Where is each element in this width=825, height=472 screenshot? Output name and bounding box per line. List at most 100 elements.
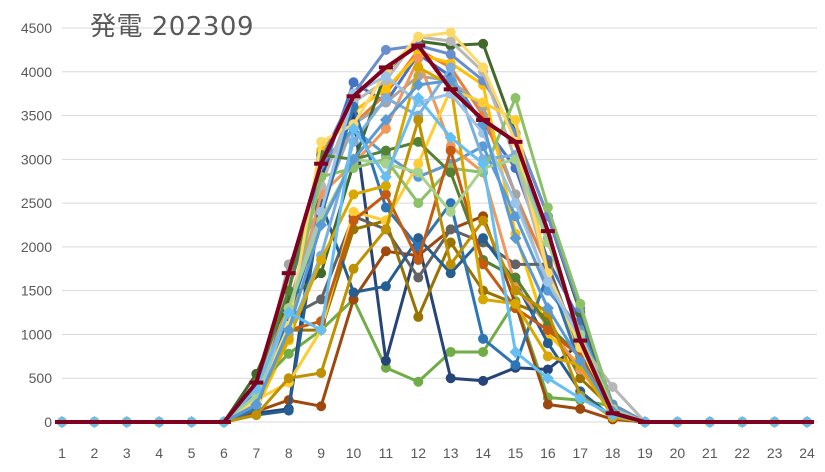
data-point (575, 403, 586, 414)
data-point (250, 398, 263, 411)
data-point (510, 198, 521, 209)
data-point (735, 420, 750, 424)
data-point (316, 294, 327, 305)
data-point (413, 158, 424, 169)
data-point (445, 49, 456, 60)
data-point (55, 420, 69, 424)
data-point (380, 189, 391, 200)
data-point (510, 259, 521, 270)
data-point (670, 420, 685, 424)
data-point (542, 325, 553, 336)
data-point (478, 294, 489, 305)
data-point (346, 94, 361, 99)
data-point (281, 271, 296, 276)
data-point (445, 224, 456, 235)
data-point (380, 93, 391, 104)
data-point (315, 219, 328, 231)
data-point (542, 364, 553, 375)
data-point (413, 31, 424, 42)
data-point (510, 211, 521, 222)
data-point (380, 362, 391, 373)
data-point (380, 281, 391, 292)
data-point (508, 139, 523, 144)
x-tick-label: 5 (188, 445, 196, 461)
data-point (348, 215, 359, 226)
data-point (542, 276, 553, 287)
data-point (412, 92, 425, 105)
series-18 (57, 93, 812, 427)
data-point (574, 354, 587, 367)
x-tick-label: 17 (572, 445, 588, 461)
data-point (316, 136, 327, 147)
x-tick-label: 24 (799, 445, 815, 461)
y-tick-label: 4500 (21, 20, 52, 36)
data-point (478, 215, 489, 226)
data-point (445, 27, 456, 38)
data-point (767, 420, 782, 424)
data-point (478, 38, 489, 49)
x-tick-label: 14 (475, 445, 491, 461)
data-point (348, 206, 359, 217)
data-point (541, 302, 554, 315)
data-point (445, 167, 456, 178)
data-point (509, 345, 522, 358)
data-point (348, 294, 359, 305)
data-point (184, 420, 199, 424)
y-tick-label: 500 (29, 370, 53, 386)
data-point (380, 71, 391, 82)
series-5 (57, 123, 812, 427)
series-line (62, 35, 807, 424)
y-tick-label: 2000 (21, 239, 52, 255)
y-tick-label: 3000 (21, 151, 52, 167)
x-tick-label: 12 (411, 445, 427, 461)
x-tick-label: 6 (220, 445, 228, 461)
x-tick-label: 2 (90, 445, 98, 461)
y-tick-label: 1000 (21, 326, 52, 342)
y-tick-label: 0 (44, 414, 52, 430)
data-point (216, 420, 231, 424)
x-tick-label: 23 (767, 445, 783, 461)
data-point (575, 373, 586, 384)
data-point (574, 392, 587, 405)
chart-title: 発電 202309 (90, 12, 255, 42)
data-point (478, 346, 489, 357)
data-point (380, 202, 391, 213)
data-point (380, 158, 391, 169)
data-point (541, 372, 554, 385)
data-point (413, 272, 424, 283)
data-point (348, 287, 359, 298)
data-point (413, 376, 424, 387)
data-point (509, 232, 522, 245)
data-point (380, 246, 391, 257)
data-point (510, 285, 521, 296)
data-point (379, 113, 392, 126)
data-point (542, 351, 553, 362)
data-point (380, 123, 391, 134)
data-point (316, 255, 327, 266)
data-point (152, 420, 167, 424)
data-point (380, 145, 391, 156)
data-point (282, 324, 295, 337)
data-point (478, 375, 489, 386)
data-point (251, 409, 262, 420)
data-point (510, 93, 521, 104)
data-point (282, 306, 295, 319)
data-point (413, 62, 424, 73)
data-point (605, 411, 620, 416)
data-point (540, 229, 555, 234)
data-point (378, 65, 393, 70)
data-point (510, 114, 521, 125)
x-tick-label: 19 (637, 445, 653, 461)
data-point (283, 373, 294, 384)
data-point (478, 62, 489, 73)
data-point (444, 131, 457, 144)
data-point (413, 233, 424, 244)
data-point (412, 78, 425, 91)
series-28 (56, 92, 813, 428)
data-point (478, 233, 489, 244)
data-point (283, 348, 294, 359)
data-point (575, 298, 586, 309)
data-point (413, 311, 424, 322)
series-8 (57, 211, 812, 427)
